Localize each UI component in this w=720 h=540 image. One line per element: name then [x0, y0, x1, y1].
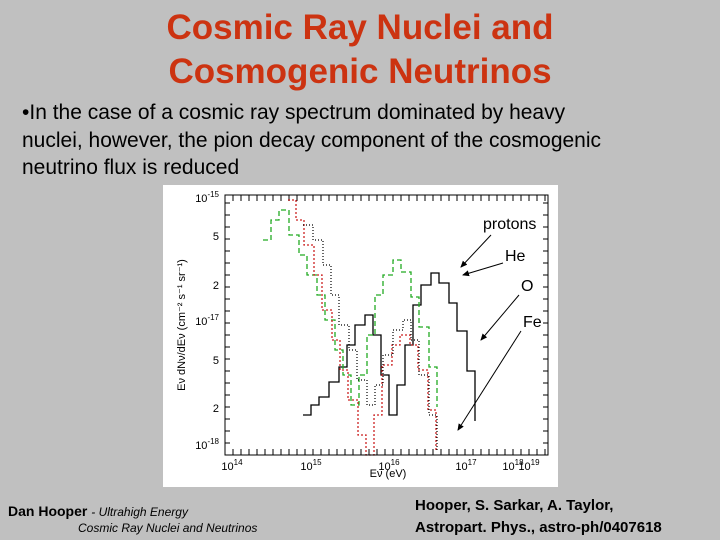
reference: Hooper, S. Sarkar, A. Taylor,: [415, 497, 614, 514]
axis-ticks: [225, 195, 548, 455]
tick-base: 10: [518, 461, 530, 473]
plot-frame: [224, 194, 549, 456]
tick-exp: 19: [531, 458, 540, 467]
curve-fe: [303, 224, 438, 450]
tick-exp: -17: [207, 313, 219, 322]
tick-base: 10: [455, 461, 467, 473]
tick-exp: 17: [468, 458, 477, 467]
arrow: [457, 330, 522, 431]
tick-label: 10-15: [195, 190, 219, 205]
tick-exp: 15: [313, 458, 322, 467]
curve-protons: [303, 272, 476, 421]
slide-title: Cosmic Ray Nuclei and: [166, 8, 554, 47]
tick-label: 1018: [502, 458, 524, 473]
figure: protons He O Fe Eν dNν/dEν (cm⁻² s⁻¹ sr⁻…: [163, 185, 558, 487]
arrow: [462, 262, 504, 277]
curve-o: [288, 199, 437, 456]
topic: Cosmic Ray Nuclei and Neutrinos: [78, 521, 258, 535]
tick-label: 1019: [518, 458, 540, 473]
annotation: He: [505, 248, 526, 265]
tick-label: 5: [213, 355, 219, 367]
tick-base: 10: [195, 440, 207, 452]
tick-base: 10: [221, 461, 233, 473]
tick-exp: 18: [515, 458, 524, 467]
tick-label: 10-17: [195, 313, 219, 328]
tick-base: 10: [195, 193, 207, 205]
bullet-line: nuclei, however, the pion decay componen…: [22, 129, 602, 152]
tick-label: 1015: [300, 458, 322, 473]
bullet-marker: •: [22, 101, 30, 124]
reference: Astropart. Phys., astro-ph/0407618: [415, 519, 662, 536]
tick-base: 10: [300, 461, 312, 473]
tick-label: 1017: [455, 458, 477, 473]
tick-label: 10-18: [195, 437, 219, 452]
tick-label: 5: [213, 231, 219, 243]
figure-background: [163, 185, 558, 487]
tick-exp: 16: [391, 458, 400, 467]
tick-exp: 14: [234, 458, 243, 467]
slide-title: Cosmogenic Neutrinos: [168, 52, 552, 91]
tick-base: 10: [502, 461, 514, 473]
tick-exp: -15: [207, 190, 219, 199]
author: Dan Hooper: [8, 503, 88, 519]
tick-base: 10: [195, 316, 207, 328]
bullet-line: •In the case of a cosmic ray spectrum do…: [22, 101, 565, 125]
tick-base: 10: [378, 461, 390, 473]
annotation: O: [521, 278, 533, 295]
footer-left: Dan Hooper - Ultrahigh Energy: [8, 503, 188, 519]
tick-exp: -18: [207, 437, 219, 446]
tick-label: 1016: [378, 458, 400, 473]
x-axis-title: Eν (eV): [370, 468, 407, 480]
tick-label: 2: [213, 403, 219, 415]
y-axis-title: Eν dNν/dEν (cm⁻² s⁻¹ sr⁻¹): [176, 259, 188, 391]
bullet-line: neutrino flux is reduced: [22, 156, 240, 179]
curve-he: [263, 209, 438, 407]
arrow: [480, 294, 520, 341]
annotation: protons: [483, 216, 536, 233]
bullet-text: In the case of a cosmic ray spectrum dom…: [29, 101, 566, 124]
arrow: [460, 234, 492, 268]
topic: - Ultrahigh Energy: [91, 505, 188, 519]
tick-label: 1014: [221, 458, 243, 473]
tick-label: 2: [213, 280, 219, 292]
annotation: Fe: [523, 314, 542, 331]
